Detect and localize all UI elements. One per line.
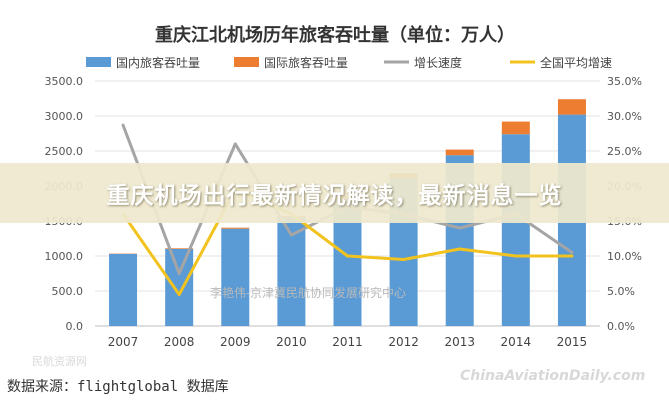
- bar-international: [445, 149, 474, 156]
- bar-international: [557, 99, 586, 115]
- x-tick-label: 2007: [108, 335, 139, 349]
- legend-swatch: [234, 57, 259, 67]
- legend-label: 全国平均增速: [540, 55, 612, 70]
- x-tick-label: 2015: [557, 335, 588, 349]
- line-point: [570, 254, 574, 258]
- bar-domestic: [165, 249, 194, 326]
- line-point: [233, 142, 237, 146]
- line-point: [289, 233, 293, 237]
- line-point: [570, 251, 574, 254]
- legend-label: 国内旅客吞吐量: [116, 55, 200, 70]
- right-tick-label: 30.0%: [607, 110, 642, 123]
- x-tick-label: 2010: [276, 335, 307, 349]
- right-tick-label: 25.0%: [607, 145, 642, 158]
- line-point: [402, 258, 406, 261]
- line-point: [346, 254, 349, 258]
- x-axis-labels: 2007 2008 2009 2010 2011 2012 2013 2014 2015: [108, 335, 587, 349]
- legend-swatch: [86, 57, 111, 67]
- banner-headline: 重庆机场出行最新情况解读，最新消息一览: [106, 183, 563, 209]
- bar-international: [165, 248, 194, 249]
- legend: 国内旅客吞吐量 国际旅客吞吐量 增长速度 全国平均增速: [86, 55, 612, 70]
- legend-label: 增长速度: [414, 55, 462, 70]
- watermark-bottom-right: ChinaAviationDaily.com: [460, 368, 646, 384]
- left-tick-label: 2500.0: [45, 145, 84, 158]
- left-tick-label: 500.0: [52, 285, 84, 298]
- bar-international: [221, 227, 250, 229]
- left-tick-label: 1000.0: [45, 250, 84, 263]
- x-tick-label: 2013: [444, 335, 475, 349]
- right-tick-label: 10.0%: [607, 250, 642, 263]
- x-tick-label: 2014: [501, 335, 532, 349]
- watermark-center: 李艳伟-京津冀民航协同发展研究中心: [210, 286, 407, 300]
- x-tick-label: 2011: [332, 335, 363, 349]
- right-tick-label: 35.0%: [607, 75, 642, 88]
- x-tick-label: 2009: [220, 335, 251, 349]
- line-point: [514, 254, 518, 258]
- line-point: [458, 247, 462, 251]
- title-banner: [0, 163, 669, 223]
- watermark-bottom-left: 民航资源网: [32, 355, 87, 368]
- data-source-note: 数据来源：flightglobal 数据库: [7, 379, 229, 395]
- left-tick-label: 0.0: [66, 320, 84, 333]
- bar-international: [501, 121, 530, 135]
- right-tick-label: 0.0%: [607, 320, 635, 333]
- left-tick-label: 3500.0: [45, 75, 84, 88]
- x-tick-label: 2008: [164, 335, 195, 349]
- legend-label: 国际旅客吞吐量: [264, 55, 348, 70]
- bar-domestic: [221, 228, 250, 326]
- left-tick-label: 3000.0: [45, 110, 84, 123]
- line-point: [177, 293, 181, 296]
- line-point: [121, 123, 125, 127]
- right-tick-label: 5.0%: [607, 285, 635, 298]
- chart-title: 重庆江北机场历年旅客吞吐量（单位：万人）: [155, 24, 515, 46]
- line-point: [177, 272, 181, 275]
- bar-domestic: [109, 253, 138, 326]
- line-point: [458, 226, 462, 230]
- x-tick-label: 2012: [388, 335, 419, 349]
